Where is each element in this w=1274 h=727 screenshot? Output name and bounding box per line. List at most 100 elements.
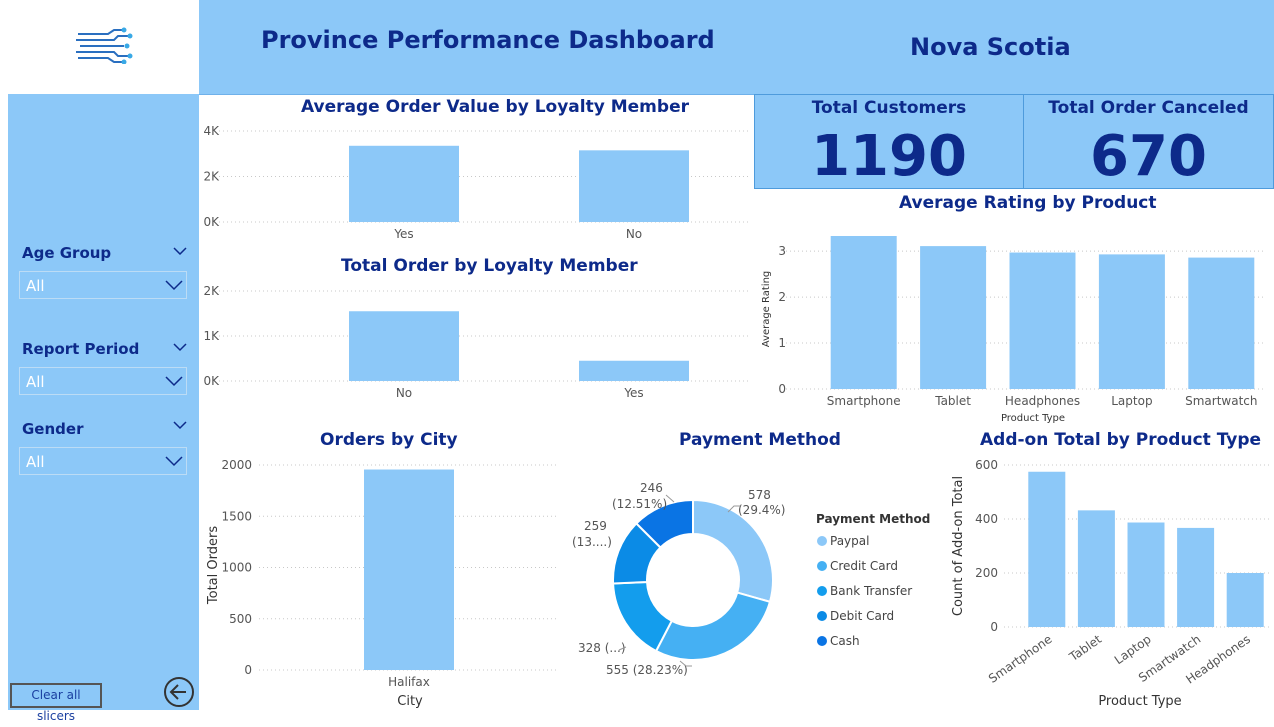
y-tick-label: 500 xyxy=(229,612,252,626)
bar xyxy=(920,246,987,389)
x-tick-label: Laptop xyxy=(1111,394,1152,408)
x-axis-label: Product Type xyxy=(1001,413,1065,424)
legend-title: Payment Method xyxy=(816,512,930,526)
bar xyxy=(1009,252,1076,389)
dashboard-header: Province Performance Dashboard Nova Scot… xyxy=(199,0,1274,95)
y-axis-label: Count of Add-on Total xyxy=(951,476,966,616)
chevron-down-icon[interactable] xyxy=(173,420,187,430)
pie-value-label: 555 (28.23%) xyxy=(606,663,688,677)
y-tick-label: 0K xyxy=(203,215,220,229)
legend-marker xyxy=(817,586,827,596)
gender-value: All xyxy=(26,453,45,471)
bar xyxy=(1077,510,1115,627)
gender-dropdown[interactable]: All xyxy=(19,447,187,475)
x-tick-label: Yes xyxy=(393,227,413,241)
slicer-label-gender: Gender xyxy=(22,420,84,438)
y-tick-label: 1 xyxy=(778,336,786,350)
slicer-panel: Age Group All Report Period All Gender A… xyxy=(8,94,199,710)
bar xyxy=(1177,527,1215,627)
y-tick-label: 2 xyxy=(778,290,786,304)
y-tick-label: 0 xyxy=(990,620,998,634)
legend-marker xyxy=(817,611,827,621)
chart-title-payment: Payment Method xyxy=(679,430,841,450)
pie-value-label: 246 xyxy=(640,481,663,495)
x-tick-label: No xyxy=(626,227,642,241)
kpi-value: 670 xyxy=(1090,124,1207,189)
pie-percent-label: (13....) xyxy=(572,535,612,549)
y-tick-label: 2000 xyxy=(221,458,252,472)
x-axis-label: Product Type xyxy=(1098,694,1181,709)
bar xyxy=(349,145,459,222)
kpi-label: Total Customers xyxy=(811,98,967,118)
y-axis-label: Total Orders xyxy=(206,526,221,605)
y-tick-label: 1000 xyxy=(221,561,252,575)
y-tick-label: 0 xyxy=(244,663,252,677)
clear-all-slicers-button[interactable]: Clear all slicers xyxy=(10,683,102,723)
legend-marker xyxy=(817,636,827,646)
legend-item-label: Cash xyxy=(830,634,860,648)
kpi-value: 1190 xyxy=(811,124,967,189)
y-axis-label: Average Rating xyxy=(761,271,772,347)
report-period-dropdown[interactable]: All xyxy=(19,367,187,395)
bar xyxy=(1188,257,1255,389)
bar xyxy=(364,469,454,670)
y-tick-label: 400 xyxy=(975,512,998,526)
page-title: Province Performance Dashboard xyxy=(261,26,715,54)
pie-value-label: 328 (...) xyxy=(578,641,626,655)
x-tick-label: Smartwatch xyxy=(1185,394,1257,408)
pie-slice xyxy=(654,591,772,661)
leader-line xyxy=(665,494,675,503)
legend-item-label: Bank Transfer xyxy=(830,584,912,598)
chevron-down-icon[interactable] xyxy=(173,246,187,256)
y-tick-label: 0K xyxy=(203,374,220,388)
province-name: Nova Scotia xyxy=(910,33,1071,61)
y-tick-label: 200 xyxy=(975,566,998,580)
pie-percent-label: (12.51%) xyxy=(612,497,667,511)
x-tick-label: Halifax xyxy=(388,675,430,689)
x-tick-label: Yes xyxy=(623,386,643,400)
x-tick-label: Tablet xyxy=(1066,632,1104,665)
x-tick-label: Smartphone xyxy=(827,394,901,408)
y-tick-label: 2K xyxy=(203,284,220,298)
age-group-value: All xyxy=(26,277,45,295)
chart-rating: 0 1 2 3 Smartphone Tablet Headphones Laptop Smar… xyxy=(761,236,1266,424)
leader-line xyxy=(618,646,627,651)
chevron-down-icon[interactable] xyxy=(173,342,187,352)
bar xyxy=(1098,254,1165,389)
y-tick-label: 4K xyxy=(203,124,220,138)
y-tick-label: 600 xyxy=(975,458,998,472)
legend-marker xyxy=(817,536,827,546)
chart-city: 0 500 1000 1500 2000 Halifax City Total Orders xyxy=(206,458,559,709)
chart-title-aov: Average Order Value by Loyalty Member xyxy=(301,97,689,117)
y-tick-label: 1K xyxy=(203,329,220,343)
y-tick-label: 3 xyxy=(778,244,786,258)
bar xyxy=(830,236,897,389)
back-arrow-icon[interactable] xyxy=(163,676,195,708)
kpi-label: Total Order Canceled xyxy=(1048,98,1249,118)
bar xyxy=(579,360,689,381)
legend-marker xyxy=(817,561,827,571)
legend-item-label: Paypal xyxy=(830,534,869,548)
bar xyxy=(349,311,459,381)
pie-value-label: 578 xyxy=(748,488,771,502)
x-tick-label: Tablet xyxy=(934,394,971,408)
age-group-dropdown[interactable]: All xyxy=(19,271,187,299)
kpi-total-customers: Total Customers 1190 xyxy=(754,94,1024,189)
chart-payment: 578(29.4%) 555 (28.23%) 328 (...) 259 (13...… xyxy=(572,481,930,677)
bar xyxy=(1028,471,1066,627)
pie-value-label: 259 xyxy=(584,519,607,533)
x-tick-label: No xyxy=(396,386,412,400)
circuit-logo-icon xyxy=(76,27,133,64)
leader-line xyxy=(679,660,692,667)
chart-title-orders-loyalty: Total Order by Loyalty Member xyxy=(341,256,638,276)
bar xyxy=(579,150,689,222)
slicer-label-report-period: Report Period xyxy=(22,340,140,358)
y-tick-label: 0 xyxy=(778,382,786,396)
chevron-down-icon xyxy=(165,280,183,291)
x-tick-label: Laptop xyxy=(1112,632,1154,667)
chart-aov: 0K 2K 4K Yes No xyxy=(203,124,749,241)
pie-slice xyxy=(634,498,694,549)
legend-item-label: Debit Card xyxy=(830,609,894,623)
x-axis-label: City xyxy=(397,694,423,709)
